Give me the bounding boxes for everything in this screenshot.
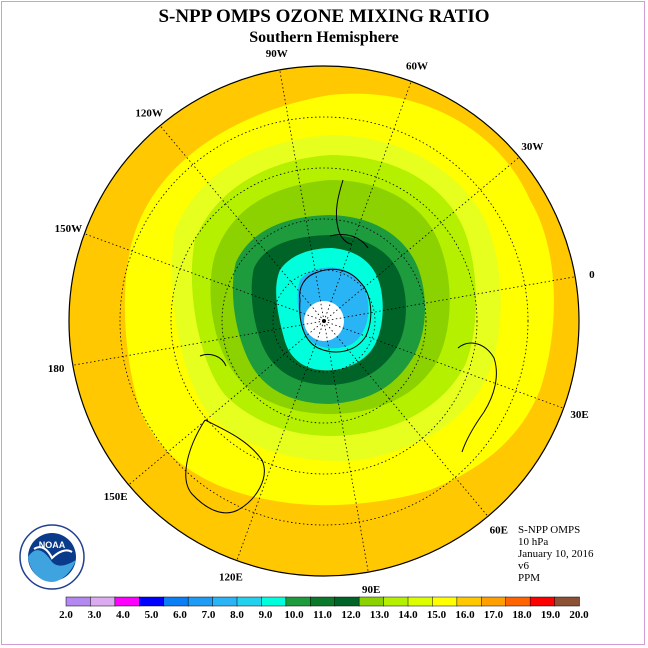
colorbar-tick-label: 11.0	[313, 609, 332, 621]
info-level: 10 hPa	[518, 536, 549, 548]
antarctica-coast	[299, 268, 372, 353]
info-units: PPM	[518, 572, 541, 584]
colorbar-tick-label: 20.0	[569, 609, 589, 621]
meridian-line	[323, 81, 412, 322]
coastlines	[185, 179, 497, 514]
noaa-logo-bird	[33, 546, 73, 560]
colorbar-tick-label: 8.0	[230, 609, 244, 621]
meridian-line	[128, 320, 325, 486]
noaa-logo-wave	[28, 550, 76, 582]
colorbar-tick-label: 19.0	[541, 609, 561, 621]
colorbar-swatch	[212, 596, 238, 607]
chart-title: S-NPP OMPS OZONE MIXING RATIO	[158, 6, 490, 27]
antarctic-peninsula	[329, 234, 369, 249]
longitude-label: 90W	[266, 48, 288, 60]
meridian-line	[323, 276, 576, 322]
colorbar-tick-label: 12.0	[341, 609, 361, 621]
latitude-circle	[272, 269, 376, 373]
colorbar-swatch	[261, 596, 287, 607]
colorbar-swatch	[187, 596, 214, 607]
colorbar-tick-label: 4.0	[116, 609, 130, 621]
meridian-line	[159, 125, 325, 322]
meridian-line	[323, 320, 369, 573]
new-zealand-coast	[199, 353, 227, 367]
latitude-circle	[221, 218, 427, 424]
colorbar-tick-label: 3.0	[88, 609, 102, 621]
colorbar-swatch	[334, 596, 360, 607]
colorbar-swatch	[383, 596, 409, 607]
colorbar-tick-label: 17.0	[484, 609, 504, 621]
colorbar-swatch	[236, 596, 263, 607]
colorbar-swatch	[285, 596, 312, 607]
longitude-label: 60W	[406, 60, 428, 72]
south-america-coast	[335, 179, 353, 245]
colorbar-swatch	[114, 596, 141, 607]
longitude-label: 120W	[135, 108, 163, 120]
longitude-label: 120E	[219, 572, 243, 584]
colorbar-swatch	[481, 596, 507, 607]
colorbar-tick-label: 16.0	[455, 609, 475, 621]
latitude-circle	[119, 116, 529, 526]
meridian-line	[84, 233, 325, 322]
colorbar-tick-label: 18.0	[512, 609, 532, 621]
meridian-line	[323, 320, 489, 517]
colorbar-swatch	[407, 596, 434, 607]
chart-subtitle: Southern Hemisphere	[249, 29, 399, 46]
colorbar-tick-label: 9.0	[259, 609, 273, 621]
colorbar-tick-label: 5.0	[145, 609, 159, 621]
africa-coast	[457, 342, 497, 453]
latitude-circle	[170, 167, 478, 475]
longitude-label: 150W	[55, 223, 83, 235]
colorbar-tick-label: 13.0	[370, 609, 390, 621]
longitude-label: 30E	[570, 409, 588, 421]
longitude-label: 150E	[104, 491, 128, 503]
meridian-line	[323, 320, 564, 409]
colorbar-tick-label: 10.0	[284, 609, 304, 621]
colorbar-swatch	[529, 596, 556, 607]
longitude-label: 60E	[490, 524, 508, 536]
longitude-label: 30W	[521, 141, 543, 153]
meridian-line	[72, 320, 325, 366]
colorbar-swatch	[163, 596, 189, 607]
colorbar-swatch	[358, 596, 385, 607]
map-boundary	[68, 65, 580, 577]
graticule	[72, 69, 576, 573]
meridian-line	[279, 69, 325, 322]
longitude-label: 180	[48, 363, 65, 375]
colorbar-swatch	[505, 596, 531, 607]
colorbar-swatch	[310, 596, 336, 607]
info-date: January 10, 2016	[518, 548, 594, 560]
colorbar-swatch	[90, 596, 116, 607]
colorbar-tick-label: 7.0	[202, 609, 216, 621]
colorbar-swatch	[139, 596, 165, 607]
noaa-logo-text: NOAA	[39, 540, 66, 550]
longitude-label: 90E	[362, 584, 380, 596]
info-version: v6	[518, 560, 529, 572]
colorbar-swatch	[432, 596, 458, 607]
colorbar	[65, 596, 580, 607]
meridian-line	[323, 156, 520, 322]
noaa-logo: NOAA	[19, 524, 85, 590]
australia-coast	[185, 419, 265, 514]
meridian-line	[236, 320, 325, 561]
longitude-labels: 90W 60W 30W 0 30E 60E 90E 120E 150E 180 150W 120W	[48, 48, 595, 596]
colorbar-swatch	[554, 596, 580, 607]
colorbar-tick-label: 15.0	[427, 609, 447, 621]
colorbar-swatch	[456, 596, 483, 607]
colorbar-ticks: 2.0 3.0 4.0 5.0 6.0 7.0 8.0 9.0 10.0 11.0 12.0 13.0…	[59, 609, 589, 621]
colorbar-tick-label: 14.0	[398, 609, 418, 621]
longitude-label: 0	[589, 269, 595, 281]
colorbar-tick-label: 2.0	[59, 609, 73, 621]
colorbar-swatch	[65, 596, 92, 607]
info-instrument: S-NPP OMPS	[518, 524, 581, 536]
colorbar-tick-label: 6.0	[173, 609, 187, 621]
info-block: S-NPP OMPS 10 hPa January 10, 2016 v6 PP…	[518, 524, 593, 584]
